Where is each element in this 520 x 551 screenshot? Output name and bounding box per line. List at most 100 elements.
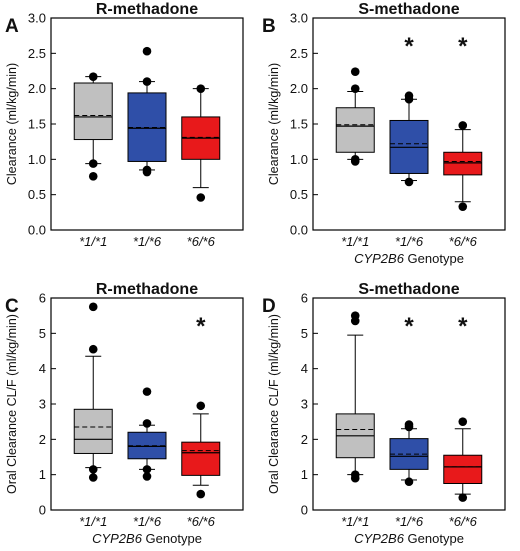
y-tick-label: 6 (301, 291, 308, 306)
x-category-label: *1/*6 (395, 234, 424, 249)
outlier-point (350, 67, 360, 77)
outlier-point (88, 302, 98, 312)
panel-letter: B (262, 16, 276, 37)
box-6-6: * (181, 313, 221, 499)
y-tick-label: 3 (301, 397, 308, 412)
outlier-point (350, 311, 360, 320)
outlier-point (404, 420, 414, 429)
outlier-point (88, 473, 98, 482)
x-axis-label-word: Genotype (404, 531, 464, 546)
panel-title: R-methadone (96, 281, 198, 298)
y-tick-label: 1.5 (290, 117, 308, 132)
y-tick-label: 2 (301, 432, 308, 447)
outlier-point (458, 417, 468, 426)
y-tick-label: 2.0 (28, 81, 46, 96)
iqr-box (443, 151, 483, 176)
y-tick-label: 4 (301, 361, 308, 376)
y-tick-label: 1 (39, 467, 46, 482)
outlier-point (458, 202, 468, 211)
significance-star: * (404, 313, 414, 340)
outlier-point (88, 465, 98, 474)
panel-letter: D (262, 296, 276, 317)
y-tick-label: 6 (39, 291, 46, 306)
outlier-point (404, 177, 414, 187)
y-tick-label: 0.5 (290, 187, 308, 202)
y-tick-label: 5 (39, 326, 46, 341)
x-category-label: *1/*1 (79, 234, 107, 249)
box-1-6: * (389, 313, 429, 487)
panel-letter: A (5, 16, 19, 37)
x-category-label: *1/*6 (133, 234, 162, 249)
y-axis-label: Oral Clearance CL/F (ml/kg/min) (267, 314, 281, 494)
box-6-6 (181, 84, 221, 202)
y-tick-label: 3.0 (28, 11, 46, 26)
significance-star: * (458, 33, 468, 60)
outlier-point (142, 77, 152, 86)
iqr-box (181, 441, 221, 476)
outlier-point (142, 165, 152, 175)
panel-B: B S-methadone 0.0 0.5 1.0 1.5 2.0 2.5 3.0 Clearan… (262, 1, 506, 266)
y-tick-label: 3 (39, 397, 46, 412)
x-axis-label: CYP2B6 Genotype (354, 531, 464, 546)
outlier-point (142, 419, 152, 428)
y-tick-label: 0 (301, 503, 308, 518)
panel-D: D S-methadone 0 1 2 3 4 5 6 Oral Clearance CL/F (… (262, 281, 506, 546)
panel-title: S-methadone (358, 281, 459, 298)
y-tick-label: 1.0 (290, 152, 308, 167)
x-category-label: *6/*6 (449, 514, 478, 529)
box-1-1 (335, 67, 375, 166)
outlier-point (196, 489, 206, 499)
y-tick-label: 4 (39, 361, 46, 376)
significance-star: * (196, 313, 206, 340)
panel-C: C R-methadone 0 1 2 3 4 5 6 Oral Clearance CL/F (… (5, 281, 244, 546)
box-1-6 (127, 46, 167, 177)
outlier-point (196, 401, 206, 411)
outlier-point (142, 472, 152, 481)
box-6-6: * (443, 313, 483, 502)
y-tick-label: 1 (301, 467, 308, 482)
outlier-point (88, 171, 98, 181)
outlier-point (458, 121, 468, 130)
x-category-label: *6/*6 (187, 234, 216, 249)
panel-title: R-methadone (96, 1, 198, 18)
y-tick-label: 5 (301, 326, 308, 341)
y-tick-label: 0.5 (28, 187, 46, 202)
y-tick-label: 0.0 (290, 223, 308, 238)
outlier-point (142, 465, 152, 474)
x-category-label: *1/*6 (133, 514, 162, 529)
x-axis-label: CYP2B6 Genotype (92, 531, 202, 546)
panel-letter: C (5, 296, 19, 317)
x-axis-label-gene: CYP2B6 (92, 531, 143, 546)
outlier-point (458, 493, 468, 502)
x-category-label: *1/*1 (341, 234, 369, 249)
box-1-1 (335, 311, 375, 483)
y-tick-label: 2.0 (290, 81, 308, 96)
iqr-box (443, 454, 483, 485)
outlier-point (404, 477, 414, 487)
x-category-label: *6/*6 (449, 234, 478, 249)
outlier-point (88, 159, 98, 168)
box-1-1 (73, 302, 113, 482)
x-category-label: *1/*6 (395, 514, 424, 529)
x-axis-label-word: Genotype (404, 251, 464, 266)
x-axis-label-gene: CYP2B6 (354, 251, 405, 266)
y-tick-label: 3.0 (290, 11, 308, 26)
box-6-6: * (443, 33, 483, 211)
y-tick-label: 2 (39, 432, 46, 447)
y-axis-label: Clearance (ml/kg/min) (267, 63, 281, 185)
x-category-label: *6/*6 (187, 514, 216, 529)
x-axis-label-gene: CYP2B6 (354, 531, 405, 546)
y-tick-label: 0.0 (28, 223, 46, 238)
y-tick-label: 2.5 (28, 46, 46, 61)
box-1-6: * (389, 33, 429, 187)
y-tick-label: 2.5 (290, 46, 308, 61)
x-axis-label: CYP2B6 Genotype (354, 251, 464, 266)
outlier-point (142, 387, 152, 396)
outlier-point (350, 470, 360, 479)
outlier-point (404, 91, 414, 101)
y-tick-label: 1.5 (28, 117, 46, 132)
outlier-point (88, 72, 98, 81)
x-category-label: *1/*1 (341, 514, 369, 529)
significance-star: * (458, 313, 468, 340)
